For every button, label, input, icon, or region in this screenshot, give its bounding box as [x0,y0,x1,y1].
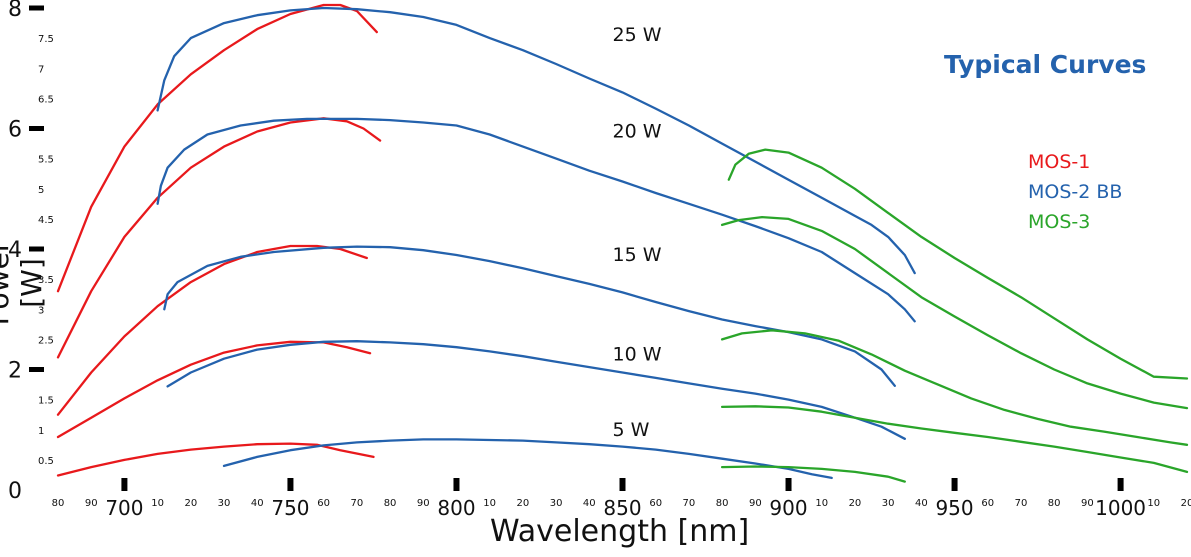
y-minor-tick-label: 2.5 [38,335,54,346]
power-level-annotation: 10 W [613,343,662,365]
curves [56,3,1189,483]
y-minor-tick-label: 7 [38,64,44,75]
x-major-tick-label: 700 [105,496,143,520]
x-minor-tick-label: 90 [85,498,98,509]
x-minor-tick-label: 10 [815,498,828,509]
power-level-annotation: 5 W [613,419,650,441]
curve-mos-3-15w [720,329,1189,446]
x-minor-tick-label: 30 [882,498,895,509]
x-minor-tick-label: 20 [517,498,530,509]
y-minor-tick-label: 3.5 [38,275,54,286]
legend: MOS-1 MOS-2 BB MOS-3 [1028,147,1122,237]
y-major-tick-mark [29,5,44,11]
x-minor-tick-label: 60 [981,498,994,509]
x-major-tick-label: 950 [935,496,973,520]
x-minor-tick-label: 70 [683,498,696,509]
x-minor-tick-label: 40 [915,498,928,509]
curve-mos-2-bb-15w [163,245,896,387]
x-minor-tick-label: 90 [1081,498,1094,509]
x-axis-ticks: 700 750 800 850 900 950 1000 80 90 10 20 30 40 60 70 80… [52,478,1191,520]
x-minor-tick-label: 10 [1147,498,1160,509]
x-major-tick-mark [453,478,460,491]
x-minor-tick-label: 80 [716,498,729,509]
x-minor-tick-label: 20 [184,498,197,509]
x-minor-tick-label: 80 [52,498,65,509]
y-minor-tick-label: 3 [38,305,44,316]
x-minor-tick-label: 40 [251,498,264,509]
x-minor-tick-label: 10 [151,498,164,509]
curve-mos-1-25w [56,3,378,293]
y-minor-tick-label: 1.5 [38,396,54,407]
y-major-tick-mark [29,367,44,372]
curve-mos-3-10w [720,405,1189,474]
legend-item-mos-1: MOS-1 [1028,151,1091,173]
y-minor-tick-label: 6.5 [38,94,54,105]
y-major-tick-label: 4 [8,238,22,263]
x-major-tick-mark [121,478,128,491]
curve-mos-2-bb-5w [222,438,833,480]
curve-mos-2-bb-20w [156,117,916,323]
x-major-tick-mark [287,478,294,491]
x-minor-tick-label: 80 [1048,498,1061,509]
y-minor-tick-label: 5 [38,185,44,196]
y-minor-tick-label: 1 [38,426,44,437]
x-minor-tick-label: 40 [583,498,596,509]
x-minor-tick-label: 10 [483,498,496,509]
x-minor-tick-label: 30 [550,498,563,509]
x-major-tick-mark [1117,478,1124,491]
curve-mos-1-20w [56,117,382,359]
x-minor-tick-label: 20 [849,498,862,509]
y-major-tick-label: 2 [8,359,22,384]
x-minor-tick-label: 70 [1015,498,1028,509]
x-minor-tick-label: 60 [317,498,330,509]
x-major-tick-mark [619,478,626,491]
curve-mos-2-bb-25w [156,6,916,275]
y-minor-tick-label: 4.5 [38,215,54,226]
y-minor-tick-label: 5.5 [38,155,54,166]
x-minor-tick-label: 90 [417,498,430,509]
x-minor-tick-label: 80 [384,498,397,509]
curve-mos-3-25w [727,148,1189,380]
x-minor-tick-label: 60 [649,498,662,509]
y-major-tick-label: 6 [8,118,22,143]
curve-mos-1-5w [56,442,375,477]
x-major-tick-mark [951,478,958,491]
legend-item-mos-3: MOS-3 [1028,211,1091,233]
power-level-annotation: 25 W [613,24,662,46]
power-level-annotation: 15 W [613,244,662,266]
x-major-tick-mark [785,478,792,491]
y-major-tick-label: 0 [8,479,22,504]
x-minor-tick-label: 20 [1181,498,1191,509]
x-minor-tick-label: 70 [350,498,363,509]
y-major-tick-mark [29,126,44,131]
y-axis-ticks: 0 2 4 6 8 0.5 1 1.5 2.5 3 3.5 4.5 5 5.5 6.5 7 7.5 [8,0,54,504]
chart-title: Typical Curves [944,50,1147,79]
power-annotations: 25 W 20 W 15 W 10 W 5 W [613,24,662,441]
legend-item-mos-2-bb: MOS-2 BB [1028,181,1123,203]
power-level-annotation: 20 W [613,121,662,143]
curve-mos-3-20w [720,215,1189,410]
y-axis-label: Power [W] [0,240,48,326]
x-major-tick-label: 850 [603,496,641,520]
y-minor-tick-label: 7.5 [38,34,54,45]
y-major-tick-mark [29,246,44,252]
curve-mos-3-5w [720,465,906,483]
curve-mos-2-bb-10w [166,340,906,440]
x-major-tick-label: 750 [271,496,309,520]
y-major-tick-label: 8 [8,0,22,22]
x-minor-tick-label: 30 [218,498,231,509]
y-minor-tick-label: 0.5 [38,456,54,467]
x-minor-tick-label: 90 [749,498,762,509]
x-axis-label: Wavelength [nm] [490,514,750,549]
x-major-tick-label: 800 [437,496,475,520]
x-major-tick-label: 900 [769,496,807,520]
x-major-tick-label: 1000 [1095,496,1146,520]
curve-mos-1-10w [56,340,372,439]
